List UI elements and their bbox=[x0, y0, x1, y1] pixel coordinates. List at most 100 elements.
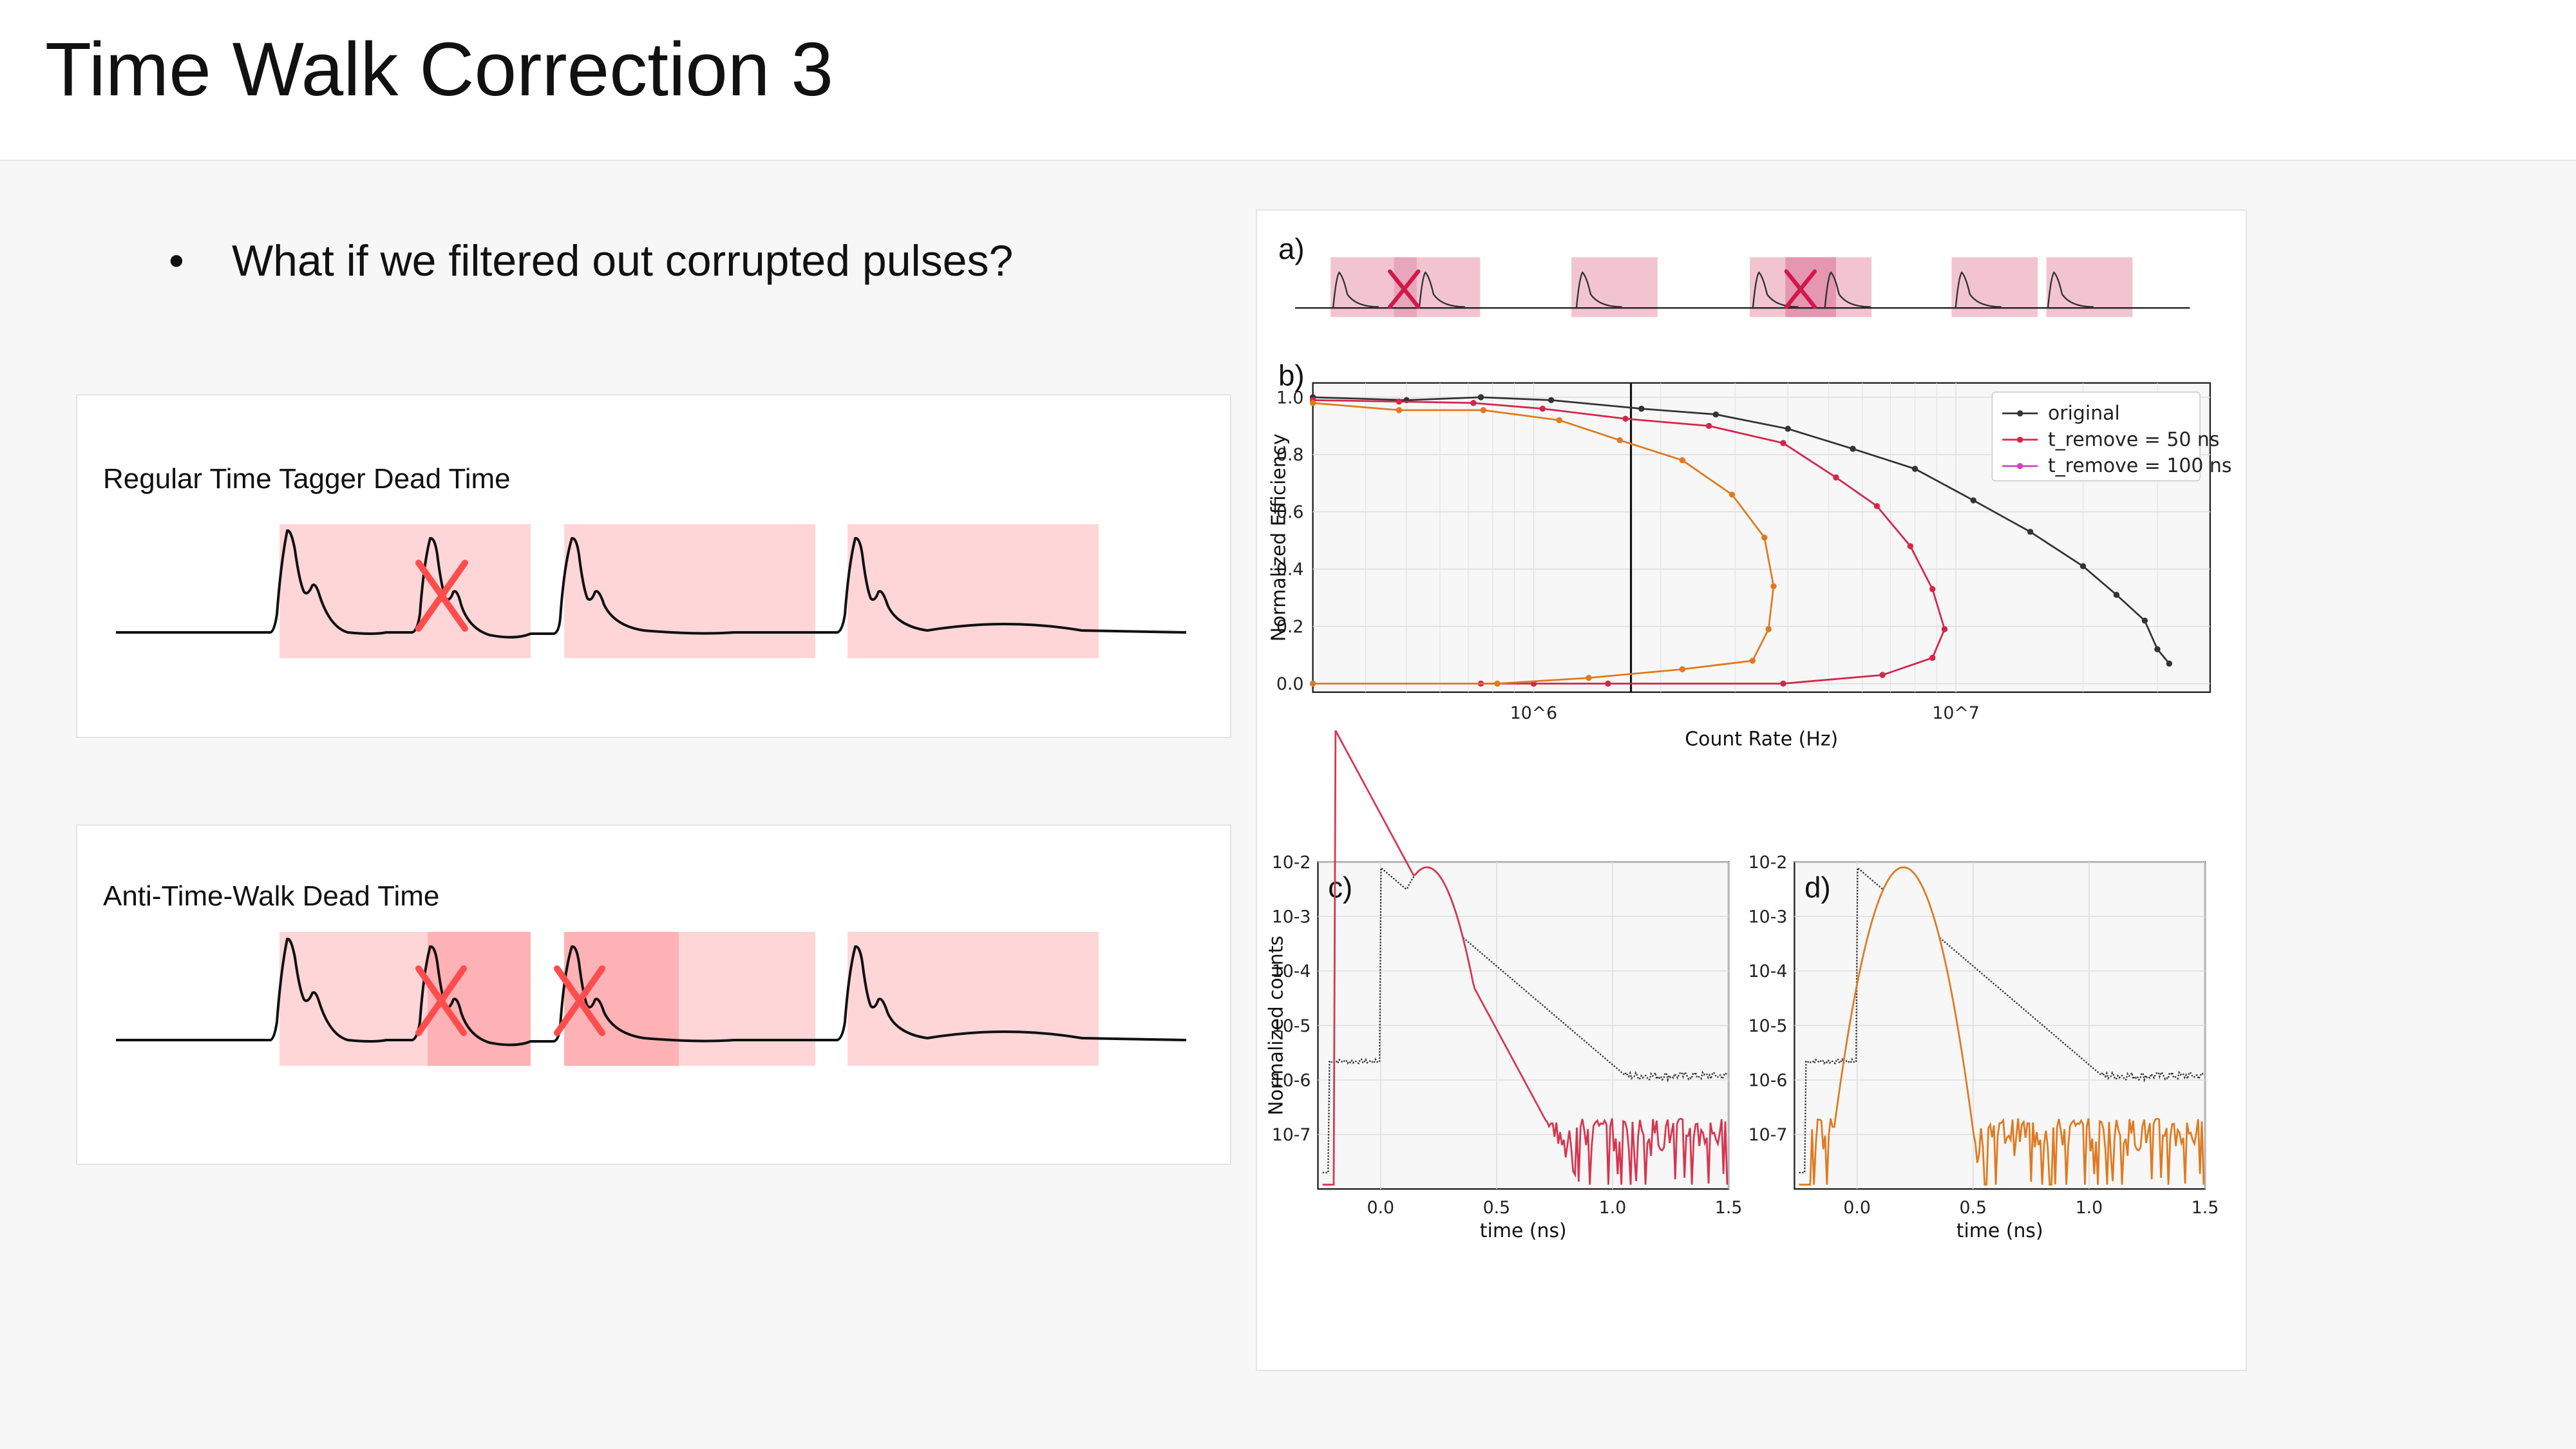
figure-canvas: a) b) 0.0 0.2 0.4 0.6 0.8 1.0 10^6 10^7 Count Ra… bbox=[1265, 232, 2231, 1242]
data-point bbox=[1941, 626, 1948, 632]
data-point bbox=[1929, 586, 1936, 592]
data-point bbox=[1616, 437, 1624, 444]
x-tick-label: 0.0 bbox=[1367, 1198, 1394, 1218]
deadtime-window bbox=[848, 524, 1099, 658]
series-filtered bbox=[1799, 866, 2205, 1186]
legend-marker bbox=[2016, 410, 2023, 417]
data-point bbox=[1470, 400, 1477, 406]
panel-a-schematic bbox=[1295, 257, 2190, 317]
y-tick-label: 10-3 bbox=[1272, 907, 1311, 927]
data-point bbox=[1477, 394, 1484, 401]
series-filtered bbox=[1322, 730, 1728, 1186]
data-point bbox=[1605, 680, 1611, 687]
cross-icon bbox=[1784, 269, 1817, 309]
x-axis-title: time (ns) bbox=[1480, 1220, 1567, 1242]
legend-label: t_remove = 100 ns bbox=[2048, 455, 2231, 477]
pulse-waveform bbox=[1418, 271, 1465, 308]
data-point bbox=[1539, 405, 1546, 412]
legend-marker bbox=[2016, 463, 2023, 469]
data-point bbox=[1494, 680, 1501, 687]
series-line bbox=[1312, 399, 1946, 685]
pulse-waveform bbox=[1955, 271, 2002, 308]
pulse-waveform bbox=[1332, 271, 1379, 308]
data-point bbox=[1765, 626, 1772, 632]
panel-b-label: b) bbox=[1278, 359, 1305, 392]
slide-title: Time Walk Correction 3 bbox=[45, 27, 833, 112]
title-bar: Time Walk Correction 3 bbox=[0, 0, 2576, 161]
antiwalk-deadtime-label: Anti-Time-Walk Dead Time bbox=[103, 880, 440, 912]
data-point bbox=[1705, 422, 1712, 430]
data-point bbox=[1396, 407, 1403, 413]
y-axis-title: Normalized Efficiency bbox=[1267, 433, 1290, 641]
y-tick-label: 1.0 bbox=[1276, 388, 1304, 408]
legend-label: t_remove = 50 ns bbox=[2048, 428, 2219, 451]
pulse-train-waveform bbox=[116, 529, 1187, 639]
data-point bbox=[1850, 446, 1856, 452]
y-tick-label: 10-6 bbox=[1272, 1070, 1311, 1090]
y-axis-title: Normalized counts bbox=[1265, 936, 1287, 1115]
cross-icon bbox=[554, 965, 605, 1036]
regular-deadtime-label: Regular Time Tagger Dead Time bbox=[103, 463, 511, 495]
panel-a-label: a) bbox=[1278, 232, 1305, 265]
data-point bbox=[1480, 407, 1487, 413]
data-point bbox=[1638, 405, 1645, 412]
y-tick-label: 0.0 bbox=[1276, 674, 1304, 694]
data-point bbox=[1879, 672, 1886, 678]
efficiency-chart: 0.0 0.2 0.4 0.6 0.8 1.0 10^6 10^7 Count Rate (Hz… bbox=[1267, 382, 2231, 750]
data-point bbox=[1309, 400, 1316, 406]
x-tick-label: 10^7 bbox=[1932, 703, 1979, 723]
y-tick-label: 10-3 bbox=[1748, 907, 1788, 927]
legend-box bbox=[1991, 392, 2201, 482]
legend: original t_remove = 50 ns t_remove = 100 n… bbox=[1991, 392, 2231, 482]
data-point bbox=[1907, 543, 1914, 549]
y-tick-label: 10-5 bbox=[1272, 1016, 1311, 1036]
antiwalk-deadtime-diagram bbox=[116, 932, 1187, 1066]
data-point bbox=[1911, 466, 1918, 472]
x-tick-label: 1.5 bbox=[1715, 1198, 1743, 1218]
data-point bbox=[1770, 583, 1777, 590]
y-tick-label: 10-2 bbox=[1748, 853, 1788, 873]
data-point bbox=[1309, 680, 1316, 687]
x-tick-label: 0.5 bbox=[1960, 1198, 1987, 1218]
pulse-train-waveform bbox=[116, 937, 1187, 1046]
data-point bbox=[2166, 660, 2173, 667]
data-point bbox=[1780, 440, 1786, 446]
deadtime-window bbox=[848, 932, 1099, 1066]
antiwalk-deadtime-card: Anti-Time-Walk Dead Time bbox=[76, 824, 1231, 1165]
panel-c-label: c) bbox=[1328, 871, 1352, 904]
data-point bbox=[2154, 646, 2161, 652]
regular-deadtime-card: Regular Time Tagger Dead Time bbox=[76, 394, 1231, 738]
deadtime-window bbox=[1416, 257, 1481, 317]
cross-icon bbox=[1388, 269, 1421, 309]
histogram-chart-c: 0.0 0.5 1.0 1.5 10-2 10-3 10-4 10-5 10-6 10-7 time… bbox=[1265, 730, 1742, 1242]
deadtime-window bbox=[564, 524, 815, 658]
y-tick-label: 10-5 bbox=[1748, 1016, 1788, 1036]
y-tick-label: 0.6 bbox=[1276, 502, 1304, 522]
data-point bbox=[1785, 426, 1791, 432]
data-point bbox=[1548, 397, 1555, 404]
regular-deadtime-diagram bbox=[116, 524, 1187, 658]
y-tick-label: 10-4 bbox=[1272, 961, 1311, 981]
panel-d-label: d) bbox=[1804, 871, 1831, 904]
x-tick-label: 1.0 bbox=[2076, 1198, 2103, 1218]
histogram-chart-d: 0.0 0.5 1.0 1.5 10-2 10-3 10-4 10-5 10-6 10-7 time… bbox=[1748, 853, 2219, 1242]
data-point bbox=[1970, 497, 1976, 504]
y-tick-label: 0.8 bbox=[1276, 445, 1304, 465]
x-tick-label: 1.5 bbox=[2192, 1198, 2219, 1218]
y-tick-label: 10-4 bbox=[1748, 961, 1788, 981]
data-point bbox=[1556, 417, 1562, 424]
x-tick-label: 0.0 bbox=[1843, 1198, 1871, 1218]
data-point bbox=[1833, 474, 1839, 481]
data-point bbox=[2141, 617, 2148, 624]
y-tick-label: 10-7 bbox=[1272, 1125, 1311, 1145]
legend-label: original bbox=[2048, 402, 2120, 424]
data-point bbox=[1396, 398, 1403, 405]
data-point bbox=[1712, 411, 1719, 418]
pulse-waveform bbox=[1824, 271, 1871, 308]
results-figure: a) b) 0.0 0.2 0.4 0.6 0.8 1.0 10^6 10^7 Count Ra… bbox=[1256, 209, 2247, 1371]
data-point bbox=[1749, 658, 1756, 664]
data-point bbox=[1929, 654, 1936, 661]
y-tick-label: 10-7 bbox=[1748, 1125, 1788, 1145]
data-point bbox=[1873, 503, 1880, 509]
pulse-waveform bbox=[1575, 271, 1622, 308]
